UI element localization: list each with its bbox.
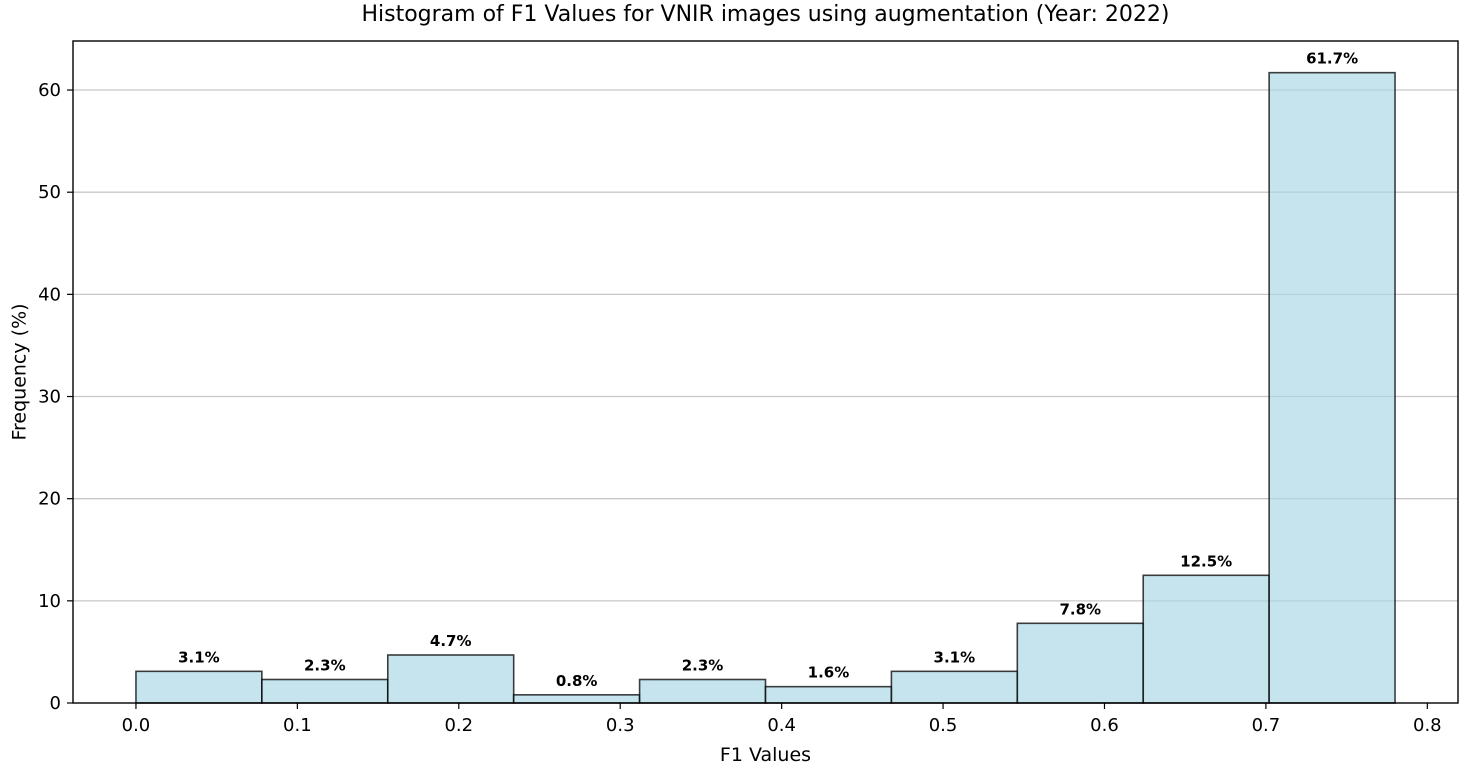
- bar-value-label: 1.6%: [808, 664, 850, 682]
- bar-value-label: 12.5%: [1180, 552, 1232, 570]
- bar-value-label: 2.3%: [304, 657, 346, 675]
- bar-value-label: 0.8%: [556, 672, 598, 690]
- bar-labels-layer: 3.1% 2.3% 4.7% 0.8% 2.3% 1.6% 3.1% 7.8% 12.5% 61.…: [178, 50, 1358, 690]
- histogram-bar: [890, 670, 1019, 704]
- histogram-bar: [135, 670, 263, 704]
- bar-value-label: 61.7%: [1306, 50, 1358, 68]
- bar-value-label: 2.3%: [682, 657, 724, 675]
- y-tick-label: 40: [38, 284, 61, 305]
- histogram-bar: [386, 654, 515, 704]
- y-tick-label: 10: [38, 591, 61, 612]
- histogram-bar: [512, 694, 641, 704]
- histogram-bar: [1268, 71, 1396, 704]
- y-tick-label: 50: [38, 182, 61, 203]
- histogram-bar: [638, 678, 767, 704]
- grid-layer: [73, 89, 1458, 602]
- y-ticks-layer: 0 10 20 30 40 50 60: [38, 80, 73, 714]
- y-tick-label: 0: [50, 693, 61, 714]
- y-tick-label: 20: [38, 489, 61, 510]
- x-tick-label: 0.8: [1413, 715, 1442, 736]
- histogram-bar: [764, 685, 893, 704]
- x-ticks-layer: 0.0 0.1 0.2 0.3 0.4 0.5 0.6 0.7 0.8: [122, 703, 1442, 736]
- x-tick-label: 0.7: [1252, 715, 1281, 736]
- x-tick-label: 0.3: [606, 715, 635, 736]
- x-tick-label: 0.4: [767, 715, 796, 736]
- bar-value-label: 3.1%: [934, 648, 976, 666]
- y-tick-label: 60: [38, 80, 61, 101]
- x-tick-label: 0.6: [1090, 715, 1119, 736]
- histogram-bar: [1142, 574, 1270, 704]
- y-axis-label: Frequency (%): [9, 303, 31, 440]
- bar-value-label: 3.1%: [178, 648, 220, 666]
- x-tick-label: 0.1: [283, 715, 312, 736]
- histogram-bar: [1016, 622, 1145, 704]
- bar-value-label: 7.8%: [1059, 600, 1101, 618]
- chart-title: Histogram of F1 Values for VNIR images u…: [361, 2, 1169, 27]
- bar-value-label: 4.7%: [430, 632, 472, 650]
- x-tick-label: 0.2: [444, 715, 473, 736]
- histogram-bar: [261, 678, 389, 704]
- x-tick-label: 0.5: [929, 715, 958, 736]
- axes-frame: [72, 40, 1459, 704]
- y-tick-label: 30: [38, 387, 61, 408]
- x-tick-label: 0.0: [122, 715, 151, 736]
- x-axis-label: F1 Values: [720, 744, 811, 766]
- bars-layer: [135, 71, 1396, 704]
